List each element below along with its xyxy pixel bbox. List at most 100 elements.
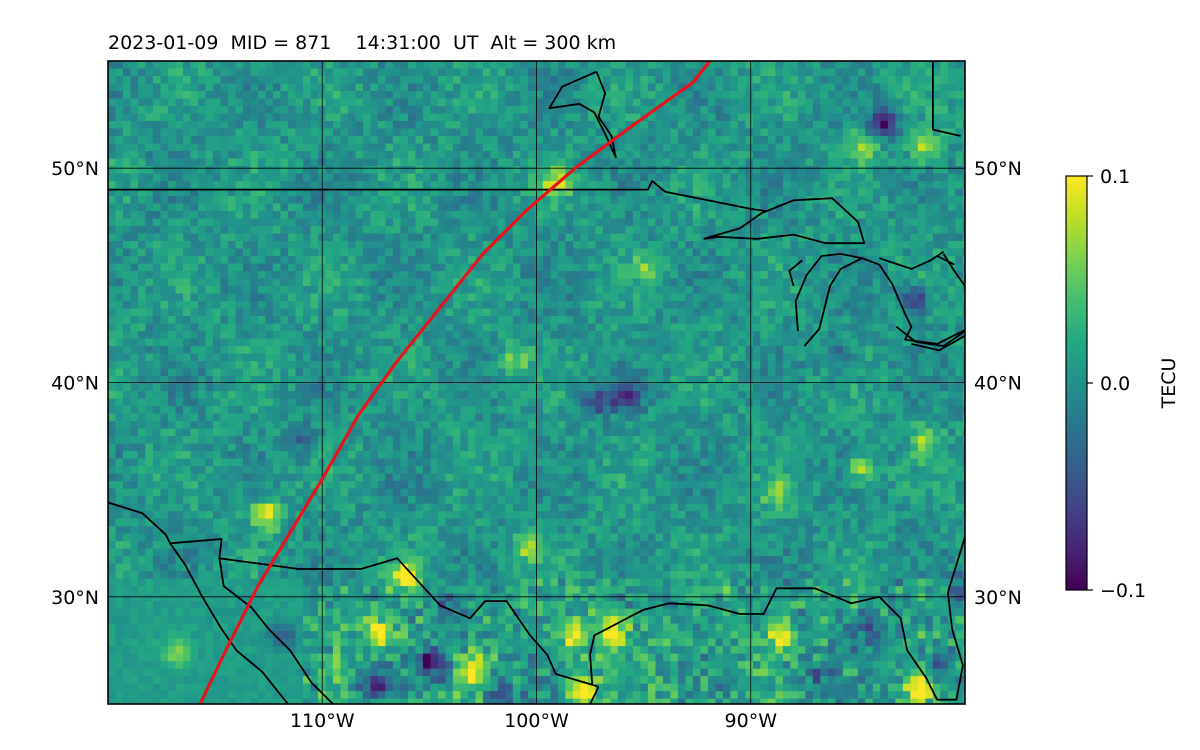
heatmap-cell <box>302 338 312 347</box>
heatmap-cell <box>557 188 567 197</box>
heatmap-cell <box>572 233 582 242</box>
heatmap-cell <box>655 76 664 85</box>
heatmap-cell <box>640 226 649 235</box>
heatmap-cell <box>947 271 956 280</box>
heatmap-cell <box>625 83 634 92</box>
heatmap-cell <box>392 83 402 92</box>
heatmap-cell <box>242 98 252 107</box>
heatmap-cell <box>182 136 192 145</box>
heatmap-cell <box>550 361 559 370</box>
heatmap-cell <box>625 233 634 242</box>
heatmap-cell <box>310 308 319 317</box>
heatmap-cell <box>385 211 394 220</box>
heatmap-cell <box>392 128 402 137</box>
heatmap-cell <box>617 293 627 302</box>
heatmap-cell <box>760 331 769 340</box>
heatmap-cell <box>310 166 319 175</box>
heatmap-cell <box>812 68 821 77</box>
heatmap-cell <box>895 233 904 242</box>
heatmap-cell <box>647 361 657 370</box>
heatmap-cell <box>670 218 679 227</box>
heatmap-cell <box>940 286 949 295</box>
heatmap-cell <box>715 316 724 325</box>
heatmap-cell <box>520 106 529 115</box>
heatmap-cell <box>505 338 514 347</box>
heatmap-cell <box>167 346 177 355</box>
heatmap-cell <box>340 91 349 100</box>
heatmap-cell <box>512 293 522 302</box>
heatmap-cell <box>385 376 394 385</box>
heatmap-cell <box>355 203 364 212</box>
heatmap-cell <box>430 323 439 332</box>
heatmap-cell <box>475 61 484 70</box>
heatmap-cell <box>130 331 139 340</box>
heatmap-cell <box>430 316 439 325</box>
heatmap-cell <box>700 256 709 265</box>
heatmap-cell <box>617 181 627 190</box>
heatmap-cell <box>850 113 859 122</box>
heatmap-cell <box>917 91 926 100</box>
heatmap-cell <box>857 68 866 77</box>
heatmap-cell <box>707 338 716 347</box>
heatmap-cell <box>212 203 222 212</box>
heatmap-cell <box>362 338 372 347</box>
heatmap-cell <box>265 233 274 242</box>
heatmap-cell <box>842 121 851 130</box>
heatmap-cell <box>535 353 544 362</box>
heatmap-cell <box>670 98 679 107</box>
heatmap-cell <box>910 301 919 310</box>
heatmap-cell <box>227 331 237 340</box>
heatmap-cell <box>280 308 289 317</box>
heatmap-cell <box>955 248 964 257</box>
heatmap-cell <box>782 271 791 280</box>
heatmap-cell <box>467 136 477 145</box>
heatmap-cell <box>752 181 761 190</box>
heatmap-cell <box>700 181 709 190</box>
heatmap-cell <box>692 188 701 197</box>
heatmap-cell <box>722 143 731 152</box>
heatmap-cell <box>167 331 177 340</box>
heatmap-cell <box>730 218 739 227</box>
heatmap-cell <box>355 338 364 347</box>
heatmap-cell <box>115 316 124 325</box>
heatmap-cell <box>565 316 574 325</box>
heatmap-cell <box>542 68 552 77</box>
heatmap-cell <box>692 331 701 340</box>
heatmap-cell <box>955 308 964 317</box>
heatmap-cell <box>632 143 642 152</box>
heatmap-cell <box>880 91 889 100</box>
heatmap-cell <box>407 278 417 287</box>
heatmap-cell <box>797 278 806 287</box>
heatmap-cell <box>677 98 686 107</box>
heatmap-cell <box>902 83 911 92</box>
heatmap-cell <box>662 368 672 377</box>
heatmap-cell <box>857 256 866 265</box>
heatmap-cell <box>917 218 926 227</box>
heatmap-cell <box>595 196 604 205</box>
heatmap-cell <box>407 83 417 92</box>
heatmap-cell <box>572 361 582 370</box>
heatmap-cell <box>520 113 529 122</box>
heatmap-cell <box>715 278 724 287</box>
heatmap-cell <box>108 271 117 280</box>
heatmap-cell <box>175 278 184 287</box>
heatmap-cell <box>602 91 612 100</box>
heatmap-cell <box>917 188 926 197</box>
heatmap-cell <box>775 353 784 362</box>
heatmap-cell <box>400 271 409 280</box>
heatmap-cell <box>745 113 754 122</box>
heatmap-cell <box>782 376 791 385</box>
heatmap-cell <box>385 301 394 310</box>
heatmap-cell <box>790 346 799 355</box>
heatmap-cell <box>865 61 874 70</box>
heatmap-cell <box>325 331 334 340</box>
heatmap-cell <box>955 241 964 250</box>
heatmap-cell <box>767 316 776 325</box>
heatmap-cell <box>220 368 229 377</box>
heatmap-cell <box>242 256 252 265</box>
heatmap-cell <box>362 271 372 280</box>
heatmap-cell <box>197 301 207 310</box>
heatmap-cell <box>902 368 911 377</box>
heatmap-cell <box>475 98 484 107</box>
heatmap-cell <box>580 301 589 310</box>
